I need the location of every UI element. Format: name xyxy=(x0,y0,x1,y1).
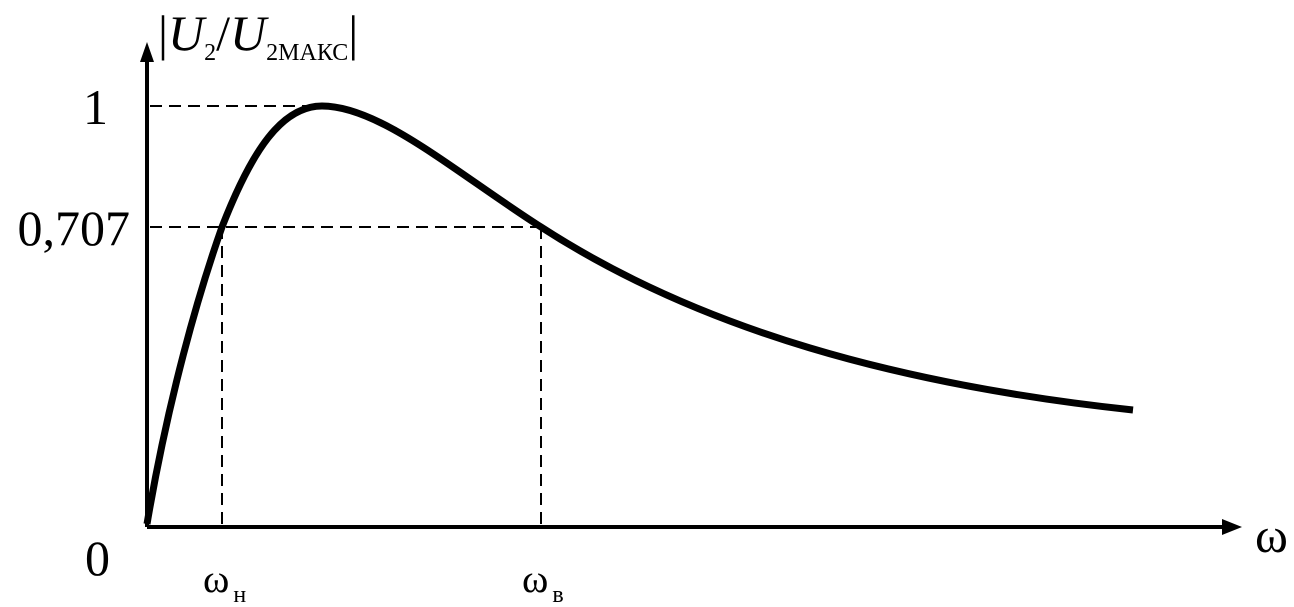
y-tick-label: 1 xyxy=(83,79,108,135)
origin-label: 0 xyxy=(85,530,110,586)
symbol: ω xyxy=(522,556,548,601)
label-part: 2 xyxy=(204,40,216,66)
subscript: н xyxy=(233,582,246,607)
x-axis-label: ω xyxy=(1255,507,1288,563)
label-part: | xyxy=(348,5,358,61)
label-part: / xyxy=(216,5,230,61)
y-axis-label: |U2/U2МАКС| xyxy=(158,5,358,66)
response-curve xyxy=(143,102,1134,525)
y-tick-label: 0,707 xyxy=(18,200,131,256)
x-arrow xyxy=(1222,519,1242,535)
subscript: в xyxy=(552,582,563,607)
y-arrow xyxy=(140,42,154,62)
label-part: U xyxy=(230,5,269,61)
label-part: | xyxy=(158,5,168,61)
symbol: ω xyxy=(203,556,229,601)
label-part: U xyxy=(168,5,207,61)
label-part: 2МАКС xyxy=(266,40,348,66)
